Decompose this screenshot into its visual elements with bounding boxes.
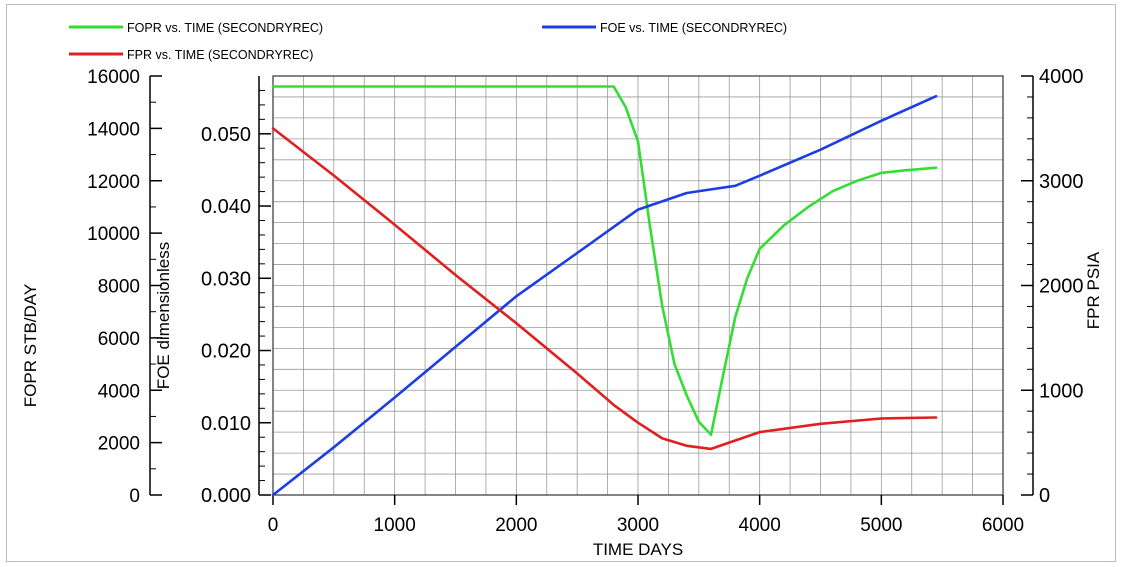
fopr-tick-label: 0 [129, 486, 140, 507]
foe-tick-label: 0.020 [201, 341, 251, 363]
foe-tick-label: 0.050 [201, 124, 251, 146]
fopr-tick-label: 8000 [98, 277, 140, 298]
axes: 0 1000 2000 3000 4000 5000 6000 TIME DAYS 0 2000 4… [21, 66, 1103, 559]
fopr-axis-label: FOPR STB/DAY [21, 284, 40, 407]
fpr-tick-label: 4000 [1039, 66, 1084, 88]
x-axis-label: TIME DAYS [593, 540, 683, 559]
foe-tick-label: 0.040 [201, 196, 251, 218]
fpr-axis-label: FPR PSIA [1084, 251, 1103, 329]
legend-fpr-label: FPR vs. TIME (SECONDRYREC) [127, 48, 313, 62]
fopr-tick-label: 2000 [98, 434, 140, 455]
foe-line [271, 94, 938, 497]
chart: 0 1000 2000 3000 4000 5000 6000 TIME DAYS 0 2000 4… [21, 21, 1103, 559]
fpr-line [271, 127, 938, 451]
chart-window: 0 1000 2000 3000 4000 5000 6000 TIME DAYS 0 2000 4… [6, 4, 1116, 562]
x-tick-label: 3000 [617, 515, 659, 536]
legend: FOPR vs. TIME (SECONDRYREC) FOE vs. TIME … [69, 21, 787, 62]
x-tick-label: 5000 [860, 515, 902, 536]
foe-tick-label: 0.000 [201, 485, 251, 507]
fopr-tick-label: 14000 [87, 119, 140, 140]
fopr-tick-label: 16000 [87, 67, 140, 88]
x-tick-label: 6000 [982, 515, 1024, 536]
fpr-tick-label: 1000 [1039, 380, 1084, 402]
fpr-tick-label: 2000 [1039, 276, 1084, 298]
x-tick-label: 0 [268, 515, 279, 536]
x-tick-label: 1000 [374, 515, 416, 536]
fopr-tick-label: 10000 [87, 224, 140, 245]
x-tick-label: 2000 [495, 515, 537, 536]
fopr-tick-label: 4000 [98, 381, 140, 402]
fopr-line [271, 85, 938, 437]
legend-foe-label: FOE vs. TIME (SECONDRYREC) [600, 21, 787, 35]
grid [272, 75, 1004, 496]
fopr-tick-label: 6000 [98, 329, 140, 350]
fpr-tick-label: 0 [1039, 485, 1050, 507]
series-layer [271, 85, 938, 497]
fopr-tick-label: 12000 [87, 172, 140, 193]
x-tick-label: 4000 [739, 515, 781, 536]
foe-tick-label: 0.030 [201, 268, 251, 290]
legend-fopr-label: FOPR vs. TIME (SECONDRYREC) [127, 21, 323, 35]
fpr-tick-label: 3000 [1039, 171, 1084, 193]
foe-axis-label: FOE dimensionless [154, 242, 173, 389]
foe-tick-label: 0.010 [201, 413, 251, 435]
